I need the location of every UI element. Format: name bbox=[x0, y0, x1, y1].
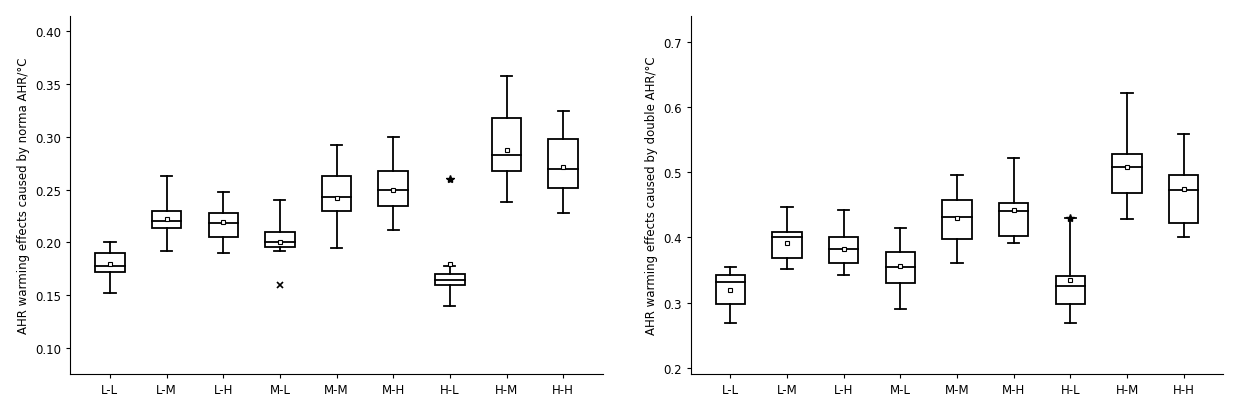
Bar bbox=[773, 233, 802, 259]
Bar bbox=[999, 204, 1028, 237]
Bar bbox=[435, 274, 465, 285]
Bar bbox=[885, 252, 915, 283]
Bar bbox=[1055, 277, 1085, 304]
Bar bbox=[151, 211, 181, 228]
Y-axis label: AHR warming effects caused by double AHR/°C: AHR warming effects caused by double AHR… bbox=[645, 57, 657, 335]
Bar bbox=[548, 140, 578, 188]
Bar bbox=[265, 233, 295, 247]
Bar bbox=[492, 119, 521, 171]
Bar bbox=[942, 200, 972, 239]
Bar bbox=[715, 275, 745, 304]
Y-axis label: AHR warming effects caused by norma AHR/°C: AHR warming effects caused by norma AHR/… bbox=[16, 57, 30, 333]
Bar bbox=[1169, 176, 1198, 223]
Bar bbox=[322, 177, 351, 211]
Bar bbox=[208, 214, 238, 237]
Bar bbox=[1112, 154, 1142, 194]
Bar bbox=[378, 171, 408, 206]
Bar bbox=[830, 238, 858, 264]
Bar bbox=[95, 254, 125, 272]
